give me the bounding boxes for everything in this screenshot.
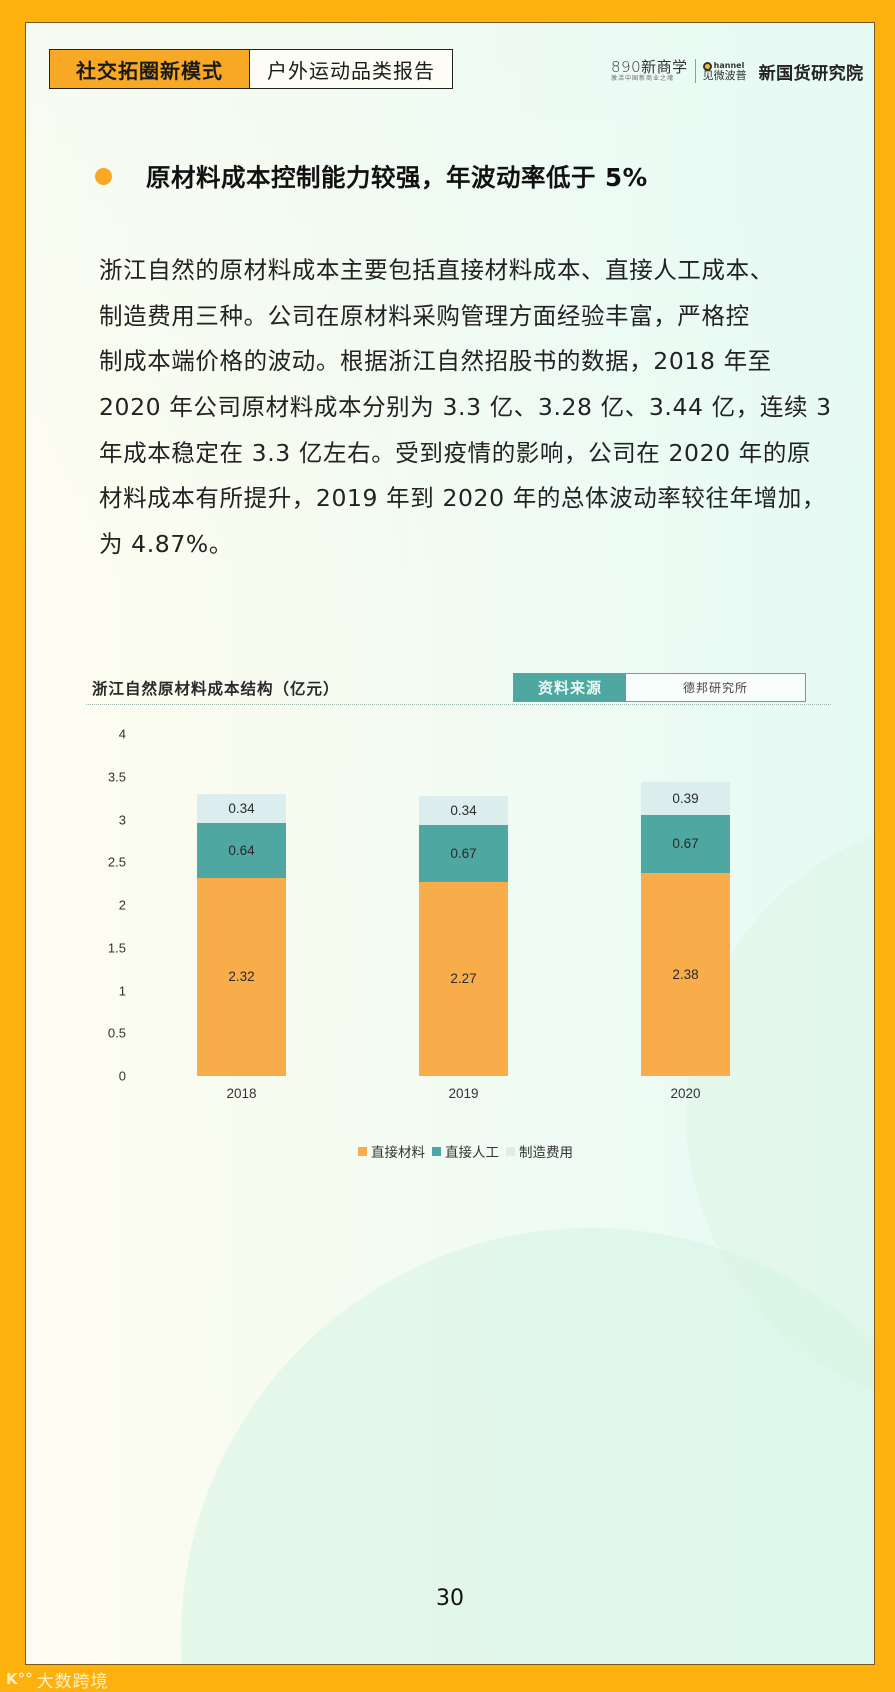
legend-swatch-icon — [432, 1146, 441, 1156]
paragraph-line: 为 4.87%。 — [99, 530, 233, 559]
legend-label: 制造费用 — [519, 1145, 573, 1161]
stacked-bar-2019: 2.27 0.67 0.34 — [419, 795, 508, 1076]
report-topic-label: 户外运动品类报告 — [250, 50, 452, 88]
chart-title: 浙江自然原材料成本结构（亿元） — [92, 680, 340, 698]
bar-segment: 0.34 — [197, 793, 286, 823]
y-tick-label: 2.5 — [107, 854, 126, 870]
logo-890-number: 890 — [611, 58, 642, 76]
logo-890-xinshangxue: 890新商学 激活中国新商业之魂 — [611, 59, 688, 83]
chart-divider — [86, 704, 831, 705]
stacked-bar-2020: 2.38 0.67 0.39 — [641, 781, 730, 1076]
stacked-bar-2018: 2.32 0.64 0.34 — [197, 793, 286, 1076]
bar-segment: 0.34 — [419, 795, 508, 825]
chart-legend: 直接材料 直接人工 制造费用 — [358, 1141, 573, 1161]
legend-swatch-icon — [358, 1146, 367, 1156]
x-tick-label: 2018 — [226, 1086, 257, 1101]
bar-segment: 0.67 — [641, 815, 730, 873]
y-tick-label: 4 — [118, 726, 126, 742]
y-tick-label: 0 — [118, 1068, 126, 1084]
bar-segment: 0.67 — [419, 824, 508, 882]
source-label: 资料来源 — [514, 674, 626, 701]
y-tick-label: 3.5 — [107, 769, 126, 785]
y-tick-label: 0.5 — [107, 1025, 126, 1041]
watermark-text: 大数跨境 — [36, 1671, 109, 1692]
y-tick-label: 2 — [118, 897, 126, 913]
bar-segment: 2.27 — [419, 881, 508, 1076]
stacked-bar-chart: 0 0.5 1 1.5 2 2.5 3 3.5 4 2.32 0.64 0.34 2.27 0.67 0.… — [86, 723, 826, 1173]
legend-item: 直接材料 — [358, 1141, 425, 1161]
paragraph-line: 材料成本有所提升，2019 年到 2020 年的总体波动率较往年增加， — [99, 484, 827, 513]
bullet-dot-icon — [95, 168, 112, 185]
y-tick-label: 1.5 — [107, 940, 126, 956]
report-page: 社交拓圈新模式 户外运动品类报告 890新商学 激活中国新商业之魂 hannel… — [25, 22, 875, 1665]
report-series-label: 社交拓圈新模式 — [50, 50, 250, 88]
bar-segment: 0.39 — [641, 781, 730, 816]
bar-segment: 0.64 — [197, 822, 286, 878]
paragraph-line: 制造费用三种。公司在原材料采购管理方面经验丰富，严格控 — [99, 301, 750, 330]
paragraph-line: 制成本端价格的波动。根据浙江自然招股书的数据，2018 年至 — [99, 347, 772, 376]
x-tick-label: 2020 — [670, 1086, 701, 1101]
logo-890-name: 新商学 — [641, 58, 688, 76]
y-tick-label: 3 — [118, 812, 126, 827]
paragraph-line: 2020 年公司原材料成本分别为 3.3 亿、3.28 亿、3.44 亿，连续 … — [99, 393, 832, 422]
channel-o-icon — [702, 61, 712, 71]
section-heading: 原材料成本控制能力较强，年波动率低于 5% — [146, 163, 648, 192]
legend-label: 直接人工 — [445, 1145, 499, 1161]
bar-segment: 2.32 — [197, 877, 286, 1076]
watermark-logo-icon: K°° — [6, 1670, 33, 1688]
paragraph-line: 浙江自然的原材料成本主要包括直接材料成本、直接人工成本、 — [99, 256, 774, 284]
logo-890-tagline: 激活中国新商业之魂 — [611, 75, 675, 82]
logo-channel: hannel 见微波普 — [702, 61, 747, 82]
legend-item: 制造费用 — [506, 1141, 573, 1161]
background-gradient — [26, 23, 874, 583]
legend-item: 直接人工 — [432, 1141, 499, 1161]
source-box: 资料来源 德邦研究所 — [513, 673, 806, 702]
partner-logos: 890新商学 激活中国新商业之魂 hannel 见微波普 新国货研究院 — [611, 51, 864, 91]
watermark: K°° 大数跨境 — [6, 1667, 109, 1692]
page-number: 30 — [436, 1586, 464, 1611]
logo-xinguohuo-institute: 新国货研究院 — [758, 63, 864, 84]
y-tick-label: 1 — [118, 983, 126, 998]
logo-channel-cn: 见微波普 — [702, 69, 747, 82]
paragraph-line: 年成本稳定在 3.3 亿左右。受到疫情的影响，公司在 2020 年的原 — [99, 438, 812, 467]
logo-divider — [694, 59, 696, 83]
legend-swatch-icon — [506, 1146, 515, 1156]
body-paragraph: 浙江自然的原材料成本主要包括直接材料成本、直接人工成本、 制造费用三种。公司在原… — [99, 248, 839, 568]
x-tick-label: 2019 — [448, 1086, 479, 1101]
source-value: 德邦研究所 — [682, 681, 748, 695]
logo-channel-wordmark: hannel — [713, 61, 745, 70]
report-header-tag: 社交拓圈新模式 户外运动品类报告 — [49, 49, 453, 89]
legend-label: 直接材料 — [371, 1145, 425, 1161]
bar-segment: 2.38 — [641, 872, 730, 1076]
